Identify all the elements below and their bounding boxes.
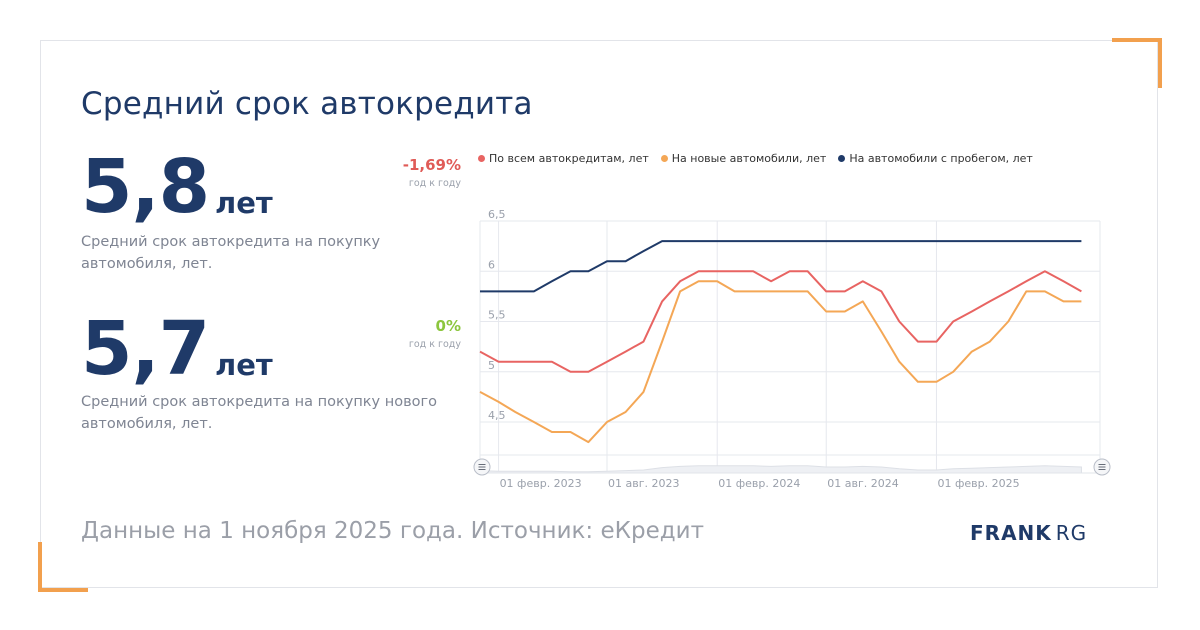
- y-tick-label: 5,5: [488, 309, 506, 322]
- x-tick-label: 01 февр. 2024: [718, 477, 800, 490]
- series-line-all: [479, 270, 1082, 373]
- brand-logo: FRANK RG: [970, 521, 1087, 545]
- legend-label-used: На автомобили с пробегом, лет: [849, 152, 1033, 165]
- stat-new-change-sub: год к году: [408, 339, 461, 350]
- legend-item-used[interactable]: На автомобили с пробегом, лет: [838, 152, 1033, 165]
- x-tick-label: 01 февр. 2025: [937, 477, 1019, 490]
- stat-all-change: -1,69%: [402, 156, 461, 174]
- x-tick-label: 01 февр. 2023: [500, 477, 582, 490]
- legend-label-all: По всем автокредитам, лет: [489, 152, 649, 165]
- x-tick-label: 01 авг. 2024: [827, 477, 898, 490]
- legend-label-new: На новые автомобили, лет: [671, 152, 827, 165]
- stat-new-description: Средний срок автокредита на покупку ново…: [81, 394, 438, 432]
- page-title: Средний срок автокредита: [81, 86, 533, 122]
- stat-all-description: Средний срок автокредита на покупку авто…: [81, 234, 381, 272]
- stat-new-unit: лет: [215, 348, 273, 382]
- navigator-handle[interactable]: [1093, 458, 1111, 476]
- series-line-used: [480, 240, 1082, 293]
- logo-wordmark-light: RG: [1055, 521, 1088, 545]
- stat-new-change: 0%: [435, 317, 461, 335]
- legend-item-new[interactable]: На новые автомобили, лет: [660, 152, 827, 165]
- navigator-area: [479, 465, 1082, 474]
- series-line-new: [479, 280, 1082, 444]
- legend-dot-all: [478, 155, 485, 162]
- card-frame: [40, 40, 1158, 588]
- logo-wordmark-bold: FRANK: [970, 521, 1052, 545]
- legend-item-all[interactable]: По всем автокредитам, лет: [478, 152, 649, 165]
- corner-accent-bottom-left: [38, 542, 88, 592]
- chart-legend: По всем автокредитам, лет На новые автом…: [478, 152, 1033, 165]
- y-tick-label: 5: [488, 359, 495, 372]
- stat-all-value: 5,8: [81, 144, 210, 230]
- y-tick-label: 6: [488, 258, 495, 271]
- corner-accent-top-right: [1112, 38, 1162, 88]
- stat-all-change-sub: год к году: [408, 178, 461, 189]
- legend-dot-used: [838, 155, 846, 162]
- legend-dot-new: [660, 155, 668, 162]
- source-footer: Данные на 1 ноября 2025 года. Источник: …: [81, 518, 704, 544]
- x-tick-label: 01 авг. 2023: [608, 477, 679, 490]
- navigator-handle[interactable]: [473, 458, 491, 476]
- y-tick-label: 6,5: [488, 208, 506, 221]
- stat-all-unit: лет: [215, 186, 273, 220]
- y-tick-label: 4,5: [488, 409, 506, 422]
- stat-new-value: 5,7: [81, 306, 210, 392]
